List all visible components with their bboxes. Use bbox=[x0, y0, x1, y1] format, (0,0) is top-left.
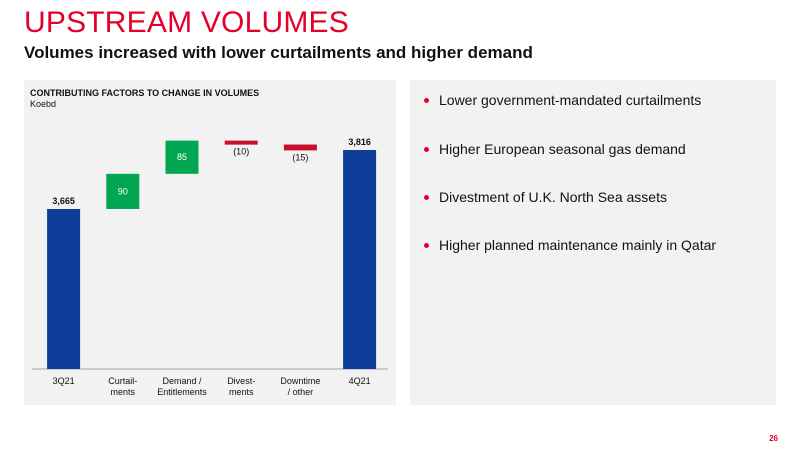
data-label: 85 bbox=[177, 152, 187, 162]
chart-panel: CONTRIBUTING FACTORS TO CHANGE IN VOLUME… bbox=[24, 80, 396, 405]
bullet-item: Lower government-mandated curtailments bbox=[424, 92, 701, 108]
bar-decrease bbox=[224, 140, 258, 145]
category-label: Demand / bbox=[162, 376, 202, 386]
bullet-text: Higher planned maintenance mainly in Qat… bbox=[439, 237, 717, 253]
bullet-item: Higher European seasonal gas demand bbox=[424, 141, 686, 157]
chart-title: CONTRIBUTING FACTORS TO CHANGE IN VOLUME… bbox=[30, 88, 260, 98]
category-label: Entitlements bbox=[157, 387, 207, 397]
category-label: / other bbox=[288, 387, 314, 397]
bullet-dot-icon bbox=[424, 97, 429, 103]
bullet-dot-icon bbox=[424, 194, 429, 200]
bar-increase bbox=[165, 140, 199, 174]
bullet-item: Higher planned maintenance mainly in Qat… bbox=[424, 237, 716, 253]
data-label: 90 bbox=[118, 186, 128, 196]
bar-decrease bbox=[283, 144, 317, 151]
data-label: (10) bbox=[233, 147, 249, 157]
chart-unit: Koebd bbox=[30, 99, 57, 109]
bullet-item: Divestment of U.K. North Sea assets bbox=[424, 189, 667, 205]
category-label: Curtail- bbox=[108, 376, 137, 386]
bullet-text: Divestment of U.K. North Sea assets bbox=[439, 189, 667, 205]
data-label: 3,665 bbox=[52, 196, 75, 206]
bar-total bbox=[343, 150, 377, 369]
bullet-text: Lower government-mandated curtailments bbox=[439, 92, 702, 108]
category-label: ments bbox=[229, 387, 254, 397]
data-label: (15) bbox=[292, 152, 308, 162]
category-label: 4Q21 bbox=[349, 376, 371, 386]
category-label: 3Q21 bbox=[53, 376, 75, 386]
bar-total bbox=[47, 209, 81, 369]
category-label: ments bbox=[111, 387, 136, 397]
bullet-text: Higher European seasonal gas demand bbox=[439, 141, 686, 157]
category-label: Divest- bbox=[227, 376, 255, 386]
slide-title: UPSTREAM VOLUMES bbox=[24, 6, 349, 39]
bullets-panel: Lower government-mandated curtailments H… bbox=[410, 80, 776, 405]
bullet-dot-icon bbox=[424, 146, 429, 152]
slide-subtitle: Volumes increased with lower curtailment… bbox=[24, 43, 533, 62]
bullet-dot-icon bbox=[424, 242, 429, 248]
bar-increase bbox=[106, 173, 140, 209]
waterfall-chart: 3,665 3Q21 90 Curtail-ments 85 Demand /Entitl… bbox=[32, 137, 388, 397]
page-number: 26 bbox=[769, 434, 778, 443]
category-label: Downtime bbox=[280, 376, 320, 386]
data-label: 3,816 bbox=[348, 137, 371, 147]
